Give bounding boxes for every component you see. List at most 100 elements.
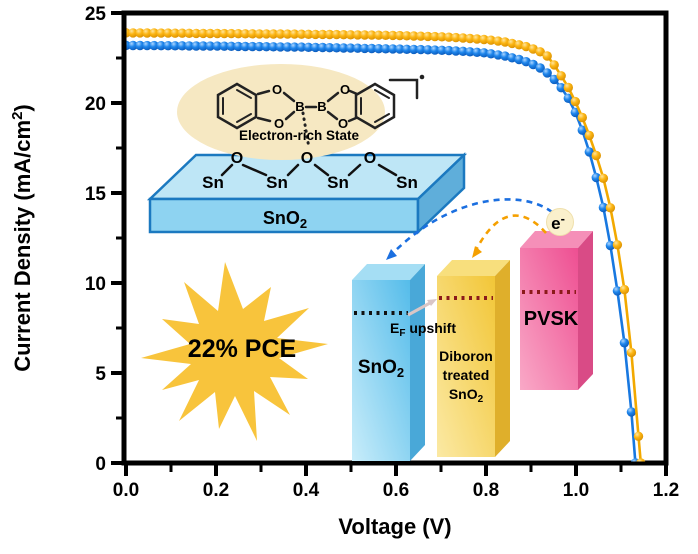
series-marker (296, 29, 307, 39)
series-marker (598, 202, 609, 213)
series-marker (577, 112, 587, 123)
y-axis-ticks (111, 11, 123, 465)
series-marker (360, 43, 370, 54)
x-tick-label: 0.8 (473, 480, 499, 501)
series-marker (612, 286, 623, 296)
energy-bar-diboron-sno2: Diboron treated SnO2 (437, 260, 510, 457)
pvsk-bar-front (520, 248, 578, 390)
series-marker (395, 30, 405, 41)
series-marker (451, 32, 461, 43)
series-marker (388, 30, 398, 41)
series-marker (437, 32, 447, 42)
pvsk-bar-label: PVSK (524, 308, 579, 330)
atom-b-right: B (317, 99, 326, 114)
series-marker (423, 31, 433, 42)
series-marker (254, 29, 265, 39)
series-marker (472, 34, 482, 44)
series-marker (465, 47, 475, 57)
series-marker (310, 42, 321, 53)
series-marker (345, 43, 356, 53)
series-marker (240, 29, 250, 39)
x-tick-label: 1.2 (653, 480, 679, 501)
series-marker (549, 60, 559, 70)
series-marker (268, 42, 279, 52)
series-marker (542, 68, 552, 78)
series-marker (205, 41, 215, 51)
atom-o-top-right: O (340, 82, 350, 97)
series-marker (626, 347, 637, 358)
series-marker (636, 458, 646, 462)
y-tick-label: 10 (85, 274, 106, 295)
b-o-interaction-dotted-line (301, 111, 311, 150)
series-marker (212, 41, 222, 51)
series-marker (563, 93, 573, 104)
series-marker (535, 47, 545, 57)
series-marker (570, 96, 580, 107)
series-marker (493, 36, 503, 46)
sno2-bar-side (410, 264, 425, 461)
series-marker (381, 44, 391, 54)
series-marker (500, 37, 510, 47)
series-marker (423, 45, 433, 55)
series-ballGold (126, 28, 646, 462)
y-tick-label: 0 (95, 454, 106, 475)
series-marker (240, 41, 250, 52)
series-marker (388, 44, 398, 54)
series-marker (338, 43, 349, 53)
series-marker (458, 33, 468, 43)
series-marker (226, 41, 236, 51)
series-marker (437, 45, 447, 55)
y-tick-label: 20 (85, 94, 106, 115)
series-marker (521, 41, 531, 52)
sn-atom-4: Sn (396, 173, 418, 192)
series-marker (219, 41, 229, 51)
series-marker (128, 40, 138, 51)
series-marker (430, 31, 440, 42)
series-marker (577, 125, 587, 135)
series-marker (135, 28, 145, 38)
series-marker (416, 44, 426, 55)
series-marker (360, 30, 370, 40)
series-marker (633, 431, 644, 441)
series-marker (254, 41, 265, 52)
sno2-bar-label: SnO2 (358, 357, 404, 380)
o-atom-2: O (301, 150, 313, 167)
ef-upshift-label: EF upshift (390, 320, 456, 339)
diboron-bar-side (495, 260, 510, 457)
radical-bracket (388, 78, 419, 100)
benzene-left-double-bonds (222, 89, 252, 123)
series-marker (626, 407, 637, 417)
series-marker (170, 28, 180, 38)
atom-o-bottom-right: O (338, 116, 348, 131)
series-marker (205, 28, 215, 39)
electron-transfer: e- (386, 198, 574, 260)
electron-rich-state-label: Electron-rich State (239, 128, 360, 143)
electron-arrow-to-diboron-head-icon (472, 246, 482, 258)
o-atom-3: O (364, 150, 376, 167)
series-marker (212, 28, 222, 39)
series-marker (156, 41, 166, 51)
series-marker (324, 43, 335, 53)
electron-label: e- (551, 211, 565, 233)
atom-o-bottom-left: O (274, 116, 284, 131)
series-marker (374, 30, 384, 40)
pce-starburst: 22% PCE (141, 262, 328, 441)
series-marker (142, 40, 152, 51)
x-axis-tick-labels: 0.0 0.2 0.4 0.6 0.8 1.0 1.2 (113, 480, 679, 501)
diboron-bar-front (437, 276, 495, 457)
series-marker (191, 28, 201, 39)
sn-atom-3: Sn (327, 173, 349, 192)
pvsk-bar-side (578, 231, 593, 390)
benzene-right-double-bonds (360, 89, 390, 123)
series-marker (430, 45, 440, 55)
series-marker (367, 30, 377, 40)
series-marker (261, 42, 272, 52)
series-marker (542, 51, 552, 61)
x-tick-label: 0.2 (203, 480, 229, 501)
series-marker (282, 42, 293, 52)
starburst-icon (141, 262, 328, 441)
series-marker (402, 44, 412, 54)
series-marker (198, 28, 208, 39)
series-marker (451, 46, 461, 56)
series-marker (612, 240, 623, 250)
